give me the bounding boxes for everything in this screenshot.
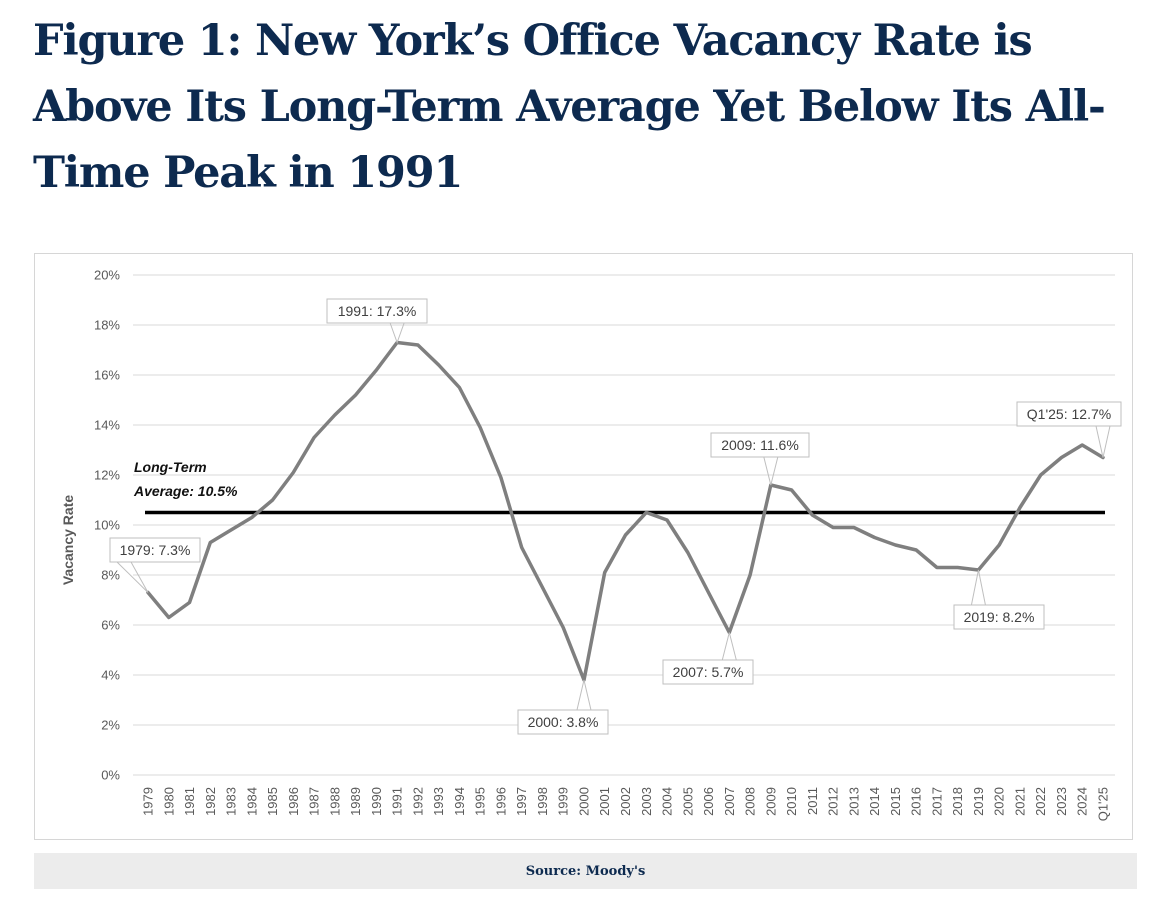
- y-tick-label: 0%: [101, 768, 120, 783]
- figure-title: Figure 1: New York’s Office Vacancy Rate…: [33, 16, 1106, 198]
- x-tick-label: 1997: [514, 787, 529, 816]
- y-tick-label: 18%: [94, 318, 120, 333]
- x-tick-label: 2013: [846, 787, 861, 816]
- x-tick-label: 2009: [763, 787, 778, 816]
- x-tick-label: 2007: [722, 787, 737, 816]
- annotation-box: [953, 604, 1045, 630]
- annotation-pointer: [116, 561, 149, 593]
- annotation-pointer: [721, 632, 737, 661]
- annotation-label: Q1'25: 12.7%: [1027, 406, 1111, 422]
- x-tick-label: 1998: [535, 787, 550, 816]
- x-tick-label: 2001: [597, 787, 612, 816]
- annotation-label: 2000: 3.8%: [528, 714, 599, 730]
- x-tick-label: 1986: [286, 787, 301, 816]
- annotation-label: 2019: 8.2%: [964, 609, 1035, 625]
- x-tick-label: 2018: [950, 787, 965, 816]
- y-tick-label: 6%: [101, 618, 120, 633]
- x-tick-label: 1988: [327, 787, 342, 816]
- annotation-pointer: [1095, 425, 1111, 458]
- annotation-box: [710, 432, 810, 458]
- x-tick-label: Q1'25: [1096, 787, 1111, 821]
- annotation-pointer: [576, 679, 592, 711]
- chart-container: 0% 2% 4% 6% 8% 10% 12% 14% 16% 18% 20% Vacancy Rate…: [34, 253, 1133, 840]
- x-tick-label: 1999: [556, 787, 571, 816]
- y-tick-label: 12%: [94, 468, 120, 483]
- average-label-line2: Average: 10.5%: [133, 483, 238, 499]
- x-tick-label: 2012: [826, 787, 841, 816]
- y-tick-label: 2%: [101, 718, 120, 733]
- x-tick-label: 2024: [1075, 787, 1090, 816]
- x-tick-label: 2015: [888, 787, 903, 816]
- y-tick-label: 10%: [94, 518, 120, 533]
- x-tick-label: 2016: [909, 787, 924, 816]
- x-tick-label: 2000: [576, 787, 591, 816]
- y-axis-label: Vacancy Rate: [60, 495, 76, 585]
- x-tick-label: 2003: [639, 787, 654, 816]
- y-tick-label: 20%: [94, 268, 120, 283]
- vacancy-line-chart: 0% 2% 4% 6% 8% 10% 12% 14% 16% 18% 20% Vacancy Rate…: [60, 268, 1122, 821]
- y-tick-label: 14%: [94, 418, 120, 433]
- annotation-box: [517, 709, 609, 735]
- x-tick-label: 2017: [929, 787, 944, 816]
- x-tick-label: 2008: [743, 787, 758, 816]
- x-tick-label: 1983: [224, 787, 239, 816]
- source-bar: Source: Moody's: [34, 853, 1137, 889]
- annotation-label: 2009: 11.6%: [721, 437, 799, 453]
- annotation-label: 1991: 17.3%: [338, 303, 417, 319]
- annotation-label: 1979: 7.3%: [120, 542, 191, 558]
- x-tick-label: 1989: [348, 787, 363, 816]
- x-tick-label: 1992: [410, 787, 425, 816]
- annotation-pointer: [389, 322, 405, 344]
- x-tick-label: 1994: [452, 787, 467, 816]
- annotation-box: [662, 659, 754, 685]
- x-tick-label: 2019: [971, 787, 986, 816]
- x-tick-label: 2004: [660, 787, 675, 816]
- x-tick-label: 2006: [701, 787, 716, 816]
- x-tick-label: 2023: [1054, 787, 1069, 816]
- x-tick-label: 1990: [369, 787, 384, 816]
- x-tick-label: 1982: [203, 787, 218, 816]
- x-tick-label: 2005: [680, 787, 695, 816]
- x-tick-label: 2021: [1012, 787, 1027, 816]
- vacancy-rate-line: [146, 340, 1105, 682]
- y-tick-label: 4%: [101, 668, 120, 683]
- average-label-line1: Long-Term: [134, 459, 207, 475]
- source-text: Source: Moody's: [525, 863, 646, 879]
- x-tick-label: 1981: [182, 787, 197, 816]
- x-tick-label: 2020: [992, 787, 1007, 816]
- y-tick-label: 16%: [94, 368, 120, 383]
- annotation-box: [1016, 401, 1122, 427]
- annotation-box: [326, 298, 428, 324]
- x-tick-label: 1991: [390, 787, 405, 816]
- x-tick-label: 1987: [307, 787, 322, 816]
- x-tick-label: 2022: [1033, 787, 1048, 816]
- x-tick-label: 2011: [805, 787, 820, 815]
- x-tick-label: 2014: [867, 787, 882, 816]
- x-tick-label: 1984: [244, 787, 259, 816]
- annotation-box: [109, 537, 201, 563]
- x-tick-label: 1995: [473, 787, 488, 816]
- x-tick-label: 1980: [161, 787, 176, 816]
- x-tick-label: 1993: [431, 787, 446, 816]
- x-tick-label: 2002: [618, 787, 633, 816]
- x-tick-label: 2010: [784, 787, 799, 816]
- x-tick-label: 1985: [265, 787, 280, 816]
- annotation-label: 2007: 5.7%: [673, 664, 744, 680]
- annotation-pointer: [763, 456, 779, 486]
- x-tick-label: 1996: [493, 787, 508, 816]
- annotation-pointer: [970, 569, 986, 606]
- y-tick-label: 8%: [101, 568, 120, 583]
- x-tick-label: 1979: [141, 787, 156, 816]
